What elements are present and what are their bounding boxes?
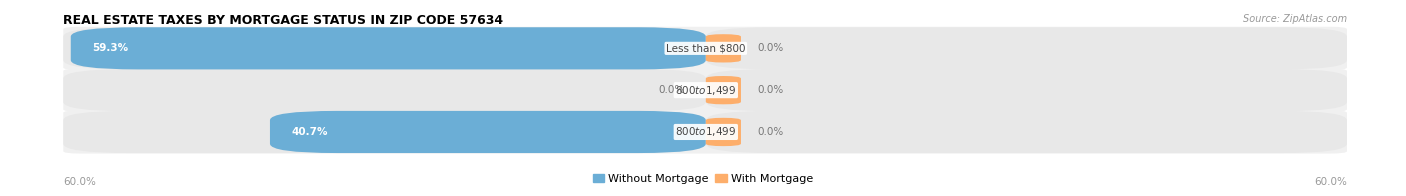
- FancyBboxPatch shape: [63, 27, 706, 69]
- FancyBboxPatch shape: [706, 27, 1347, 69]
- FancyBboxPatch shape: [706, 34, 741, 63]
- FancyBboxPatch shape: [63, 27, 1347, 70]
- Legend: Without Mortgage, With Mortgage: Without Mortgage, With Mortgage: [588, 170, 818, 189]
- Text: $800 to $1,499: $800 to $1,499: [675, 125, 737, 138]
- FancyBboxPatch shape: [706, 76, 741, 104]
- Text: 60.0%: 60.0%: [1315, 177, 1347, 187]
- FancyBboxPatch shape: [63, 111, 706, 153]
- Text: 0.0%: 0.0%: [658, 85, 685, 95]
- Text: 60.0%: 60.0%: [63, 177, 96, 187]
- Text: Less than $800: Less than $800: [666, 43, 745, 53]
- FancyBboxPatch shape: [63, 69, 1347, 112]
- FancyBboxPatch shape: [706, 69, 1347, 111]
- FancyBboxPatch shape: [706, 111, 1347, 153]
- Text: 0.0%: 0.0%: [758, 85, 785, 95]
- FancyBboxPatch shape: [63, 110, 1347, 153]
- Text: REAL ESTATE TAXES BY MORTGAGE STATUS IN ZIP CODE 57634: REAL ESTATE TAXES BY MORTGAGE STATUS IN …: [63, 14, 503, 27]
- Text: 0.0%: 0.0%: [758, 43, 785, 53]
- Text: 0.0%: 0.0%: [758, 127, 785, 137]
- FancyBboxPatch shape: [270, 111, 706, 153]
- FancyBboxPatch shape: [706, 118, 741, 146]
- Text: $800 to $1,499: $800 to $1,499: [675, 84, 737, 97]
- Text: 40.7%: 40.7%: [291, 127, 328, 137]
- Text: Source: ZipAtlas.com: Source: ZipAtlas.com: [1243, 14, 1347, 24]
- FancyBboxPatch shape: [63, 69, 706, 111]
- Text: 59.3%: 59.3%: [91, 43, 128, 53]
- FancyBboxPatch shape: [70, 27, 706, 69]
